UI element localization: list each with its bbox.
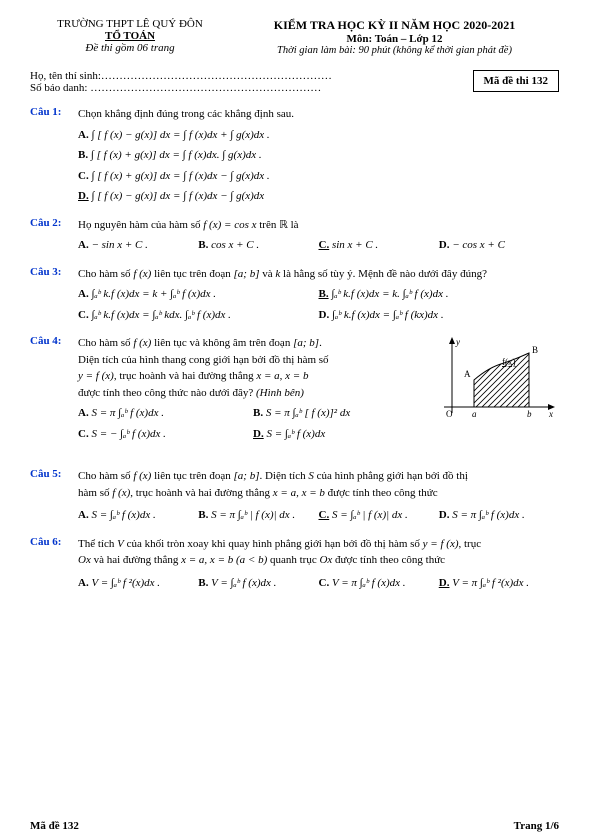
exam-title: KIỂM TRA HỌC KỲ II NĂM HỌC 2020-2021 [230,18,559,33]
q1-optA: A. ∫ [ f (x) − g(x)] dx = ∫ f (x)dx + ∫ … [78,127,559,144]
svg-text:O: O [446,409,453,419]
svg-text:A: A [464,369,471,379]
q5-options: A. S = ∫ₐᵇ f (x)dx . B. S = π ∫ₐᵇ | f (x… [78,507,559,524]
q1-label: Câu 1: [30,106,78,205]
q2-text: Họ nguyên hàm của hàm số f (x) = cos x t… [78,217,559,234]
department: TỔ TOÁN [30,30,230,42]
question-2: Câu 2: Họ nguyên hàm của hàm số f (x) = … [30,217,559,254]
q1-text: Chọn khẳng định đúng trong các khẳng địn… [78,106,559,123]
header-right: KIỂM TRA HỌC KỲ II NĂM HỌC 2020-2021 Môn… [230,18,559,56]
svg-text:a: a [472,409,477,419]
student-info: Họ, tên thí sinh:……………………………………………………… S… [30,70,559,94]
school-name: TRƯỜNG THPT LÊ QUÝ ĐÔN [30,18,230,30]
q6-options: A. V = ∫ₐᵇ f ²(x)dx . B. V = ∫ₐᵇ f (x)dx… [78,575,559,592]
q4-line2: Diện tích của hình thang cong giới hạn b… [78,352,428,369]
student-name-row: Họ, tên thí sinh:……………………………………………………… [30,70,463,82]
q6-label: Câu 6: [30,536,78,592]
q1-optD: D. ∫ [ f (x) − g(x)] dx = ∫ f (x)dx − ∫ … [78,188,559,205]
q5-label: Câu 5: [30,468,78,524]
question-1: Câu 1: Chọn khẳng định đúng trong các kh… [30,106,559,205]
q1-optC: C. ∫ [ f (x) + g(x)] dx = ∫ f (x)dx − ∫ … [78,168,559,185]
student-id-row: Số báo danh: ……………………………………………………… [30,82,463,94]
q4-line1: Cho hàm số f (x) liên tục và không âm tr… [78,335,428,352]
q3-label: Câu 3: [30,266,78,324]
q4-graph: y x O a b A B f(x) [434,335,559,442]
q3-text: Cho hàm số f (x) liên tục trên đoạn [a; … [78,266,559,283]
svg-text:b: b [527,409,532,419]
header: TRƯỜNG THPT LÊ QUÝ ĐÔN TỔ TOÁN Đề thi gồ… [30,18,559,56]
q4-row1: A. S = π ∫ₐᵇ f (x)dx . B. S = π ∫ₐᵇ [ f … [78,405,428,422]
q6-line2: Ox và hai đường thẳng x = a, x = b (a < … [78,552,559,569]
footer: Mã đề 132 Trang 1/6 [30,820,559,832]
svg-text:f(x): f(x) [502,357,516,367]
name-label: Họ, tên thí sinh: [30,70,101,82]
q4-line3: y = f (x), trục hoành và hai đường thẳng… [78,368,428,385]
svg-text:y: y [455,337,460,347]
q3-row2: C. ∫ₐᵇ k.f (x)dx = ∫ₐᵇ kdx. ∫ₐᵇ f (x)dx … [78,307,559,324]
timing: Thời gian làm bài: 90 phút (không kể thờ… [230,45,559,56]
q6-line1: Thể tích V của khối tròn xoay khi quay h… [78,536,559,553]
question-6: Câu 6: Thể tích V của khối tròn xoay khi… [30,536,559,592]
q1-optB: B. ∫ [ f (x) + g(x)] dx = ∫ f (x)dx. ∫ g… [78,147,559,164]
q4-row2: C. S = − ∫ₐᵇ f (x)dx . D. S = ∫ₐᵇ f (x)d… [78,426,428,443]
q2-label: Câu 2: [30,217,78,254]
q3-row1: A. ∫ₐᵇ k.f (x)dx = k + ∫ₐᵇ f (x)dx . B. … [78,286,559,303]
question-3: Câu 3: Cho hàm số f (x) liên tục trên đo… [30,266,559,324]
question-5: Câu 5: Cho hàm số f (x) liên tục trên đo… [30,468,559,524]
q4-line4: được tính theo công thức nào dưới đây? (… [78,385,428,402]
dots: ……………………………………………………… [101,70,332,82]
q4-label: Câu 4: [30,335,78,442]
q5-line2: hàm số f (x), trục hoành và hai đường th… [78,485,559,502]
header-left: TRƯỜNG THPT LÊ QUÝ ĐÔN TỔ TOÁN Đề thi gồ… [30,18,230,56]
svg-text:x: x [548,409,553,419]
svg-text:B: B [532,345,538,355]
subject: Môn: Toán – Lớp 12 [230,33,559,45]
q2-options: A. − sin x + C . B. cos x + C . C. sin x… [78,237,559,254]
page-count: Đề thi gồm 06 trang [30,42,230,54]
exam-code-box: Mã đề thi 132 [473,70,559,92]
id-label: Số báo danh: [30,82,87,94]
dots: ……………………………………………………… [90,82,321,94]
question-4: Câu 4: Cho hàm số f (x) liên tục và khôn… [30,335,559,442]
footer-page: Trang 1/6 [514,820,559,832]
footer-code: Mã đề 132 [30,820,79,832]
q5-line1: Cho hàm số f (x) liên tục trên đoạn [a; … [78,468,559,485]
